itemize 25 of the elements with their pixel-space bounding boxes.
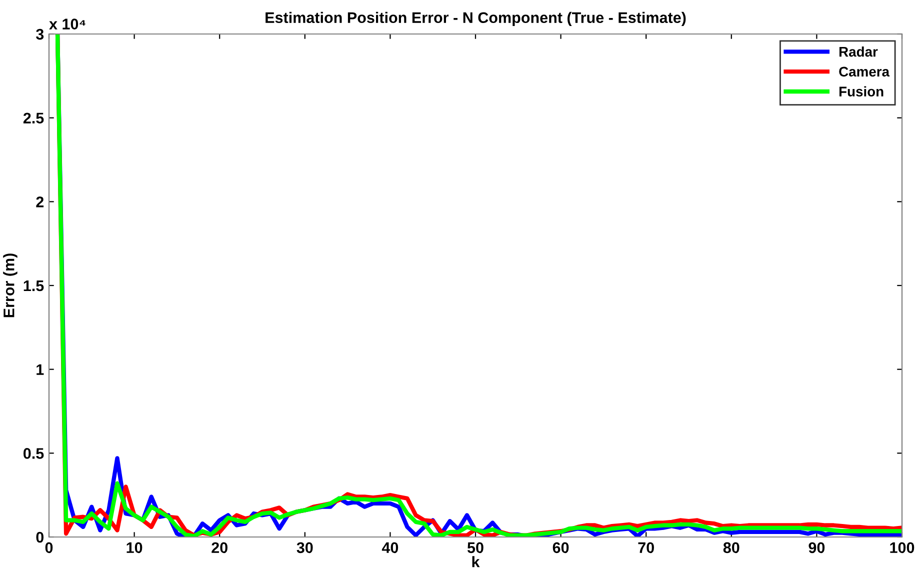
y-axis-title: Error (m) <box>3 254 18 318</box>
y-tick-label: 2.5 <box>23 112 44 124</box>
x-tick-label: 10 <box>126 542 142 554</box>
y-tick-label: 0.5 <box>24 448 44 459</box>
x-tick-label: 70 <box>638 542 654 554</box>
x-tick-label: 40 <box>382 542 398 554</box>
x-tick-label: 0 <box>45 542 53 554</box>
x-tick-label: 20 <box>212 542 228 554</box>
x-tick-label: 100 <box>890 542 914 554</box>
y-tick-label: 1 <box>36 364 44 375</box>
x-tick-label: 30 <box>296 542 313 554</box>
y-tick-label: 2 <box>36 196 44 208</box>
x-tick-label: 80 <box>723 542 740 554</box>
x-axis-title: k <box>472 556 480 568</box>
x-tick-label: 50 <box>467 542 484 554</box>
legend-label: Fusion <box>839 86 884 96</box>
legend-label: Radar <box>839 46 878 57</box>
text: x 10⁴ <box>49 18 86 30</box>
legend-label: Camera <box>839 66 890 77</box>
x-tick-label: 60 <box>552 542 569 554</box>
y-tick-label: 3 <box>36 28 44 40</box>
x-tick-label: 90 <box>808 542 825 554</box>
y-tick-label: 0 <box>36 532 44 543</box>
y-tick-label: 1.5 <box>24 280 44 292</box>
chart-title: Estimation Position Error - N Component (True - Estimate) <box>266 12 686 26</box>
